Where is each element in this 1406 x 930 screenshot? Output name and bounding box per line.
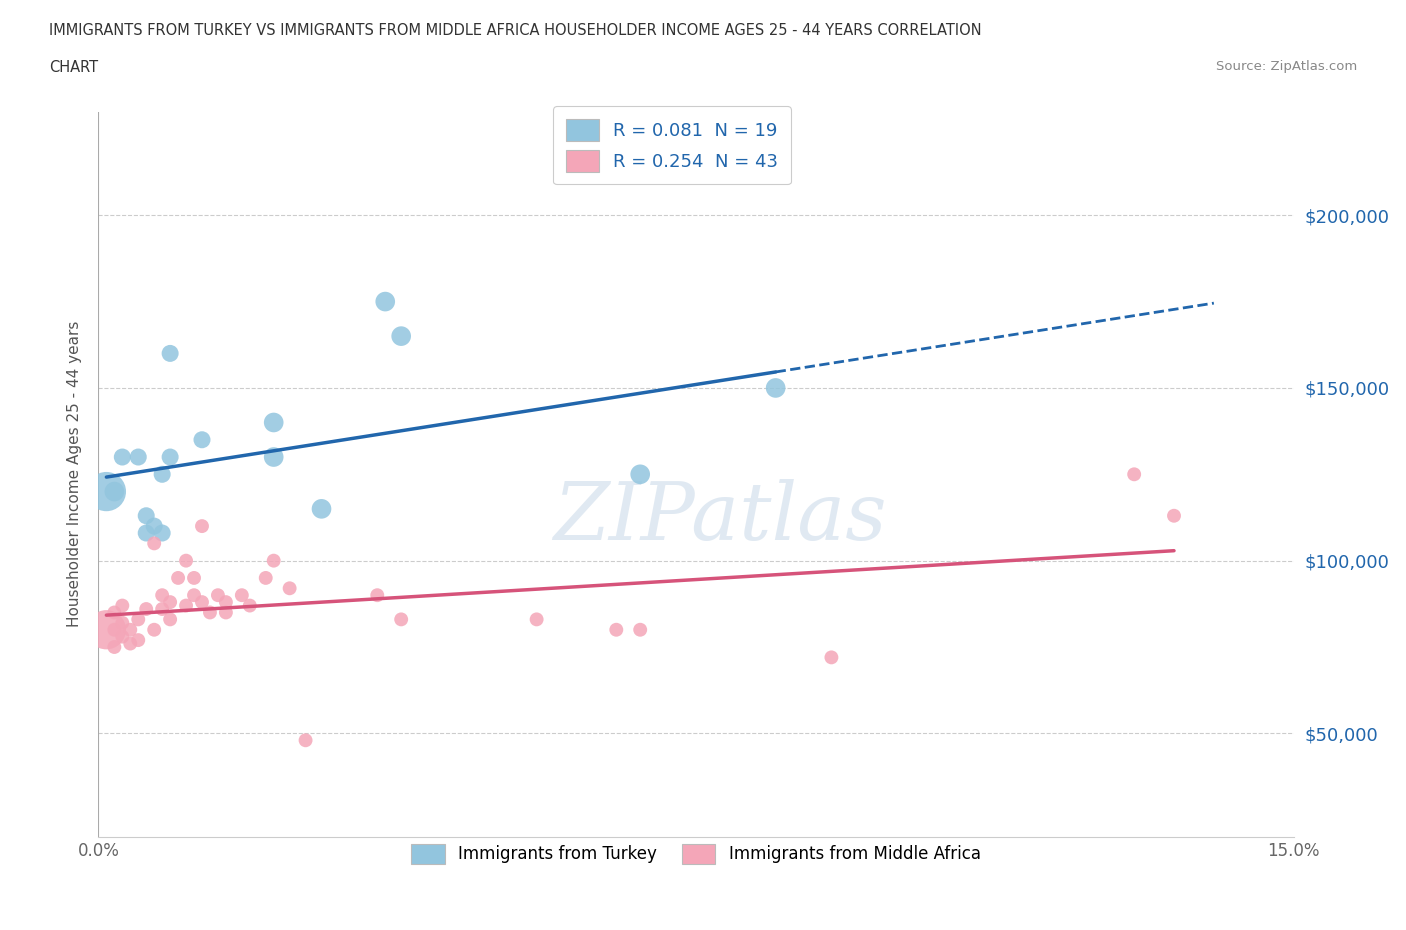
Point bbox=[183, 570, 205, 585]
Point bbox=[1123, 467, 1146, 482]
Text: Source: ZipAtlas.com: Source: ZipAtlas.com bbox=[1216, 60, 1357, 73]
Point bbox=[135, 509, 157, 524]
Point bbox=[526, 612, 548, 627]
Point bbox=[120, 636, 142, 651]
Point bbox=[174, 553, 197, 568]
Point bbox=[111, 630, 134, 644]
Point bbox=[127, 612, 149, 627]
Point bbox=[765, 380, 787, 395]
Point bbox=[103, 640, 125, 655]
Point bbox=[127, 449, 149, 464]
Point bbox=[135, 602, 157, 617]
Point bbox=[150, 602, 173, 617]
Point bbox=[389, 328, 412, 343]
Point bbox=[111, 598, 134, 613]
Point bbox=[135, 525, 157, 540]
Point bbox=[159, 346, 181, 361]
Y-axis label: Householder Income Ages 25 - 44 years: Householder Income Ages 25 - 44 years bbox=[67, 321, 83, 628]
Point bbox=[150, 467, 173, 482]
Point bbox=[143, 622, 166, 637]
Point bbox=[215, 605, 238, 620]
Point bbox=[111, 616, 134, 631]
Point bbox=[174, 598, 197, 613]
Point bbox=[374, 294, 396, 309]
Point bbox=[231, 588, 253, 603]
Text: ZIPatlas: ZIPatlas bbox=[553, 479, 887, 556]
Point bbox=[120, 622, 142, 637]
Point bbox=[127, 632, 149, 647]
Point bbox=[207, 588, 229, 603]
Point bbox=[103, 622, 125, 637]
Point bbox=[215, 594, 238, 609]
Text: CHART: CHART bbox=[49, 60, 98, 75]
Point bbox=[294, 733, 316, 748]
Point bbox=[159, 594, 181, 609]
Point bbox=[628, 622, 651, 637]
Point bbox=[263, 553, 285, 568]
Point bbox=[389, 612, 412, 627]
Point bbox=[263, 449, 285, 464]
Point bbox=[191, 519, 214, 534]
Point bbox=[820, 650, 842, 665]
Point bbox=[143, 536, 166, 551]
Point bbox=[1163, 509, 1185, 524]
Point bbox=[254, 570, 277, 585]
Point bbox=[605, 622, 627, 637]
Point bbox=[191, 432, 214, 447]
Point bbox=[263, 415, 285, 430]
Point bbox=[311, 501, 333, 516]
Point bbox=[150, 588, 173, 603]
Point bbox=[143, 519, 166, 534]
Point bbox=[96, 485, 118, 499]
Point bbox=[159, 612, 181, 627]
Point bbox=[278, 581, 301, 596]
Point bbox=[103, 605, 125, 620]
Point bbox=[239, 598, 262, 613]
Point bbox=[96, 622, 118, 637]
Point bbox=[198, 605, 221, 620]
Point bbox=[628, 467, 651, 482]
Point bbox=[150, 525, 173, 540]
Legend: Immigrants from Turkey, Immigrants from Middle Africa: Immigrants from Turkey, Immigrants from … bbox=[404, 835, 988, 872]
Text: IMMIGRANTS FROM TURKEY VS IMMIGRANTS FROM MIDDLE AFRICA HOUSEHOLDER INCOME AGES : IMMIGRANTS FROM TURKEY VS IMMIGRANTS FRO… bbox=[49, 23, 981, 38]
Point bbox=[159, 449, 181, 464]
Point bbox=[167, 570, 190, 585]
Point bbox=[111, 449, 134, 464]
Point bbox=[103, 485, 125, 499]
Point bbox=[366, 588, 388, 603]
Point bbox=[183, 588, 205, 603]
Point bbox=[191, 594, 214, 609]
